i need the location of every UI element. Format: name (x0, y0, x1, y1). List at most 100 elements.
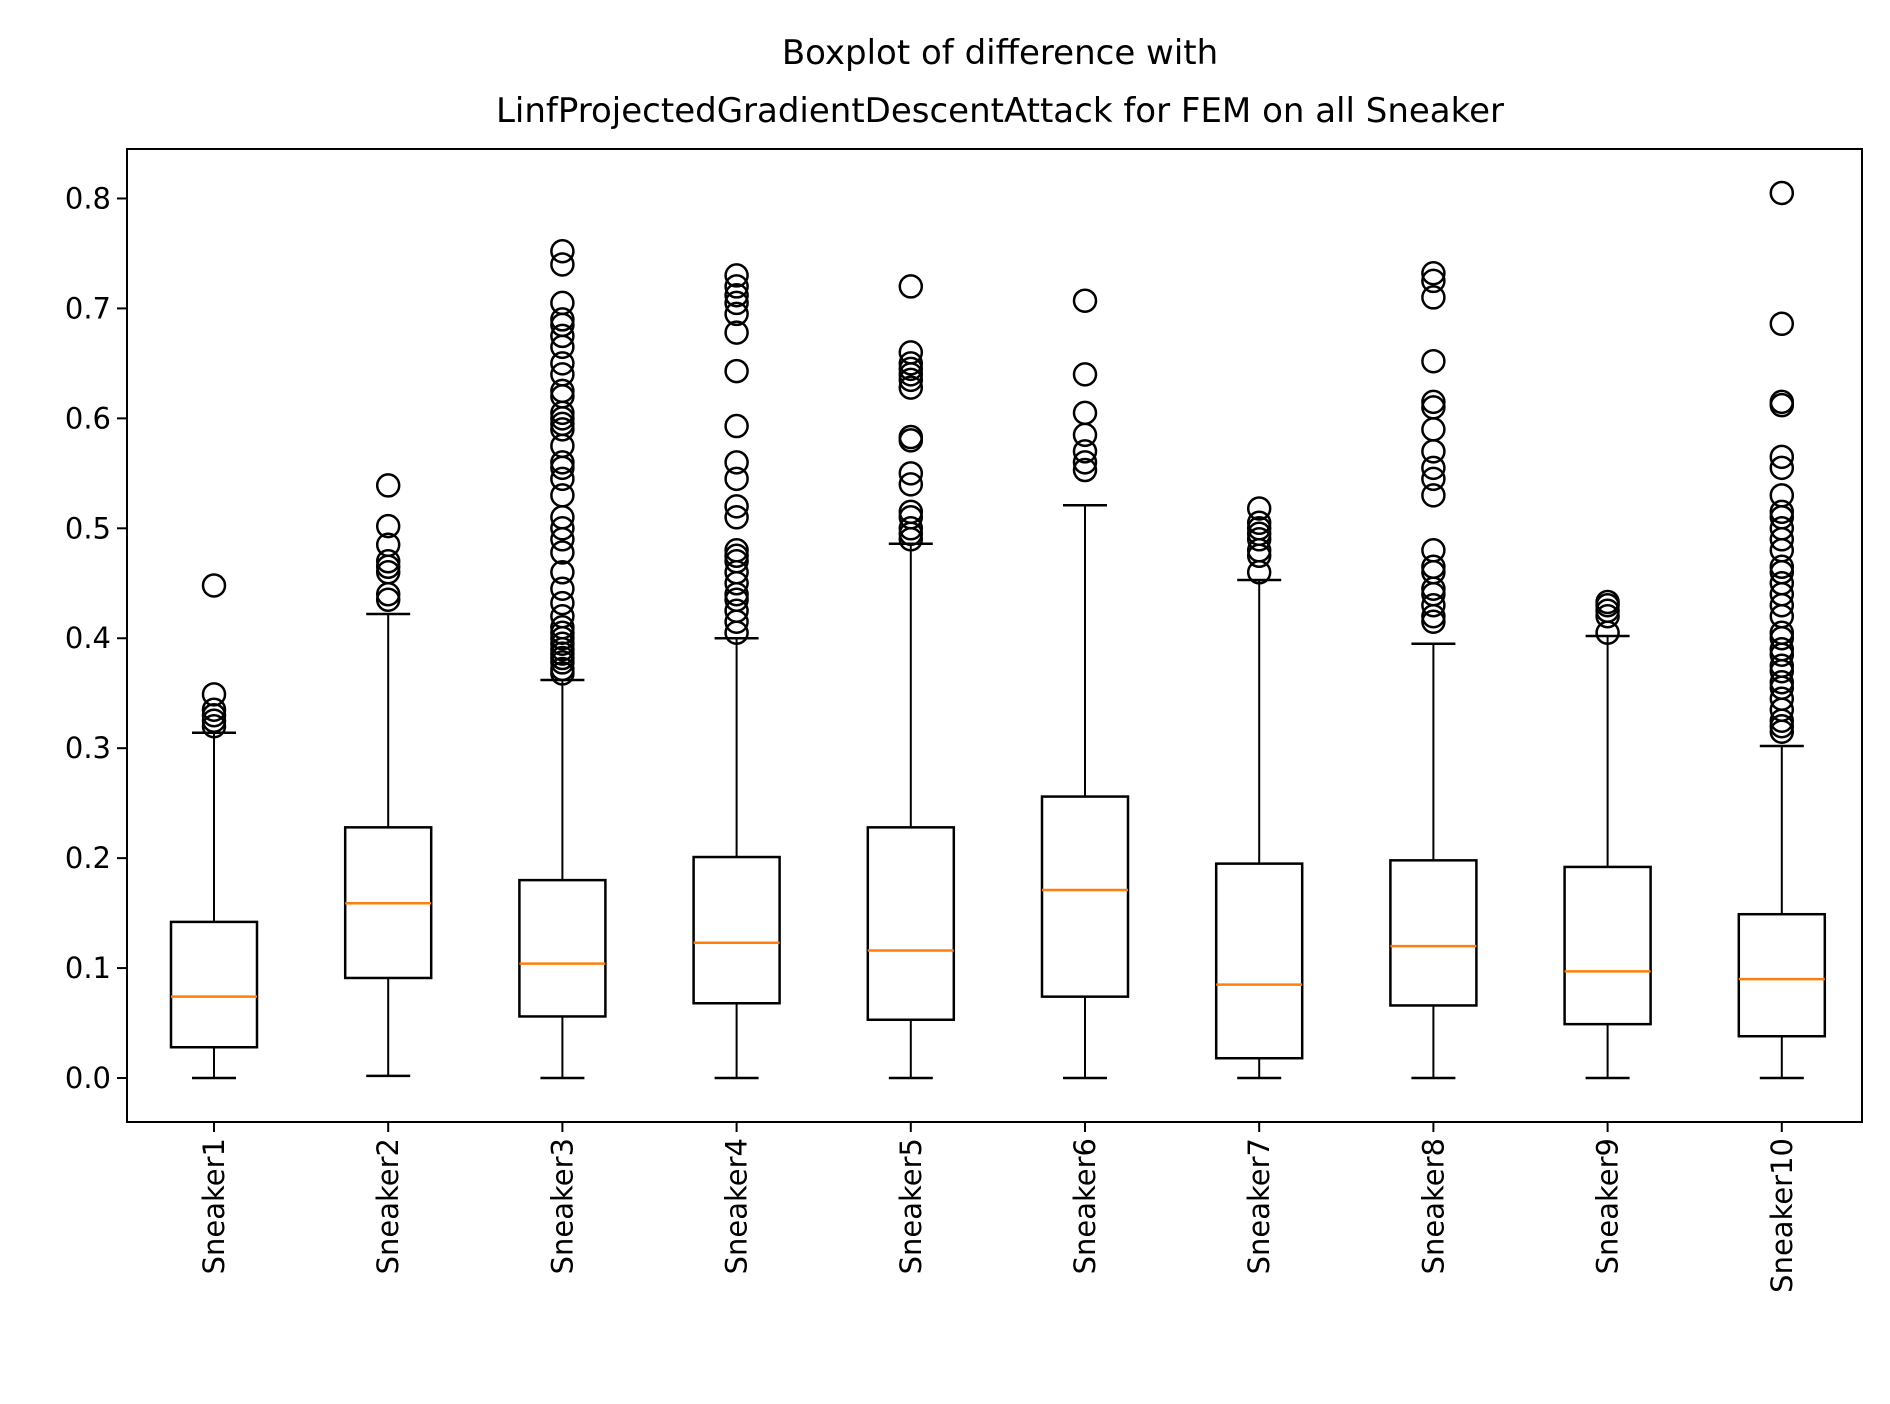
flier-point (375, 513, 401, 539)
flier-point (1769, 686, 1795, 711)
flier-point (550, 656, 575, 682)
flier-point (550, 590, 575, 616)
flier-point (1072, 450, 1098, 475)
flier-point (898, 375, 924, 400)
flier-point (550, 417, 575, 442)
flier-point (1769, 444, 1795, 470)
flier-point (1072, 288, 1098, 313)
flier-point (1421, 455, 1446, 481)
flier-point (1246, 516, 1272, 541)
flier-point (550, 560, 575, 585)
flier-point (724, 301, 749, 327)
x-tick-label: Sneaker8 (1416, 1138, 1450, 1274)
y-tick-label: 0.0 (65, 1061, 111, 1095)
flier-point (898, 351, 924, 376)
flier-point (724, 505, 749, 530)
flier-point (375, 560, 401, 585)
y-tick-label: 0.7 (65, 291, 111, 325)
flier-point (375, 587, 401, 613)
flier-point (724, 598, 749, 624)
flier-point (724, 543, 749, 569)
flier-point (550, 307, 575, 332)
flier-point (724, 358, 749, 384)
y-tick-label: 0.5 (65, 511, 111, 545)
flier-point (1421, 348, 1446, 374)
flier-point (201, 682, 227, 707)
flier-point (1246, 496, 1272, 521)
flier-point (201, 573, 227, 598)
flier-point (724, 282, 749, 308)
flier-point (724, 290, 749, 316)
flier-point (1421, 389, 1446, 415)
flier-point (201, 713, 227, 739)
flier-point (550, 631, 575, 656)
flier-point (1769, 713, 1795, 739)
x-tick-label: Sneaker1 (197, 1138, 231, 1274)
flier-point (898, 472, 924, 497)
flier-point (1769, 554, 1795, 580)
flier-point (1421, 593, 1446, 618)
x-tick-label: Sneaker3 (545, 1138, 579, 1274)
flier-point (1769, 636, 1795, 662)
flier-point (550, 620, 575, 646)
box (866, 826, 956, 1022)
flier-point (898, 505, 924, 530)
x-tick-label: Sneaker4 (720, 1138, 754, 1274)
flier-point (1769, 455, 1795, 481)
flier-point (1769, 389, 1795, 415)
flier-point (1421, 483, 1446, 508)
y-tick-label: 0.8 (65, 181, 111, 215)
x-tick-label: Sneaker6 (1068, 1138, 1102, 1274)
flier-point (550, 615, 575, 640)
y-tick-label: 0.6 (65, 401, 111, 435)
flier-point (1769, 653, 1795, 678)
flier-point (898, 340, 924, 365)
flier-point (1246, 521, 1272, 547)
flier-point (1072, 439, 1098, 464)
box (1737, 912, 1827, 1038)
flier-point (1769, 620, 1795, 646)
flier-point (1421, 609, 1446, 635)
box (1563, 865, 1652, 1026)
box (169, 920, 259, 1049)
flier-point (1421, 260, 1446, 286)
chart-title-line1: Boxplot of difference with (782, 33, 1218, 73)
flier-point (724, 263, 749, 288)
flier-point (550, 290, 575, 316)
flier-point (898, 424, 924, 450)
plot-area: 0.0 0.1 0.2 0.3 0.4 0.5 0.6 0.7 0.8 Sneaker1 Sneak… (65, 148, 1863, 1293)
flier-point (1595, 598, 1620, 624)
flier-point (1595, 589, 1620, 615)
flier-point (898, 461, 924, 486)
box (1040, 795, 1130, 998)
flier-point (1072, 400, 1098, 426)
flier-point (724, 549, 749, 574)
flier-point (724, 494, 749, 519)
flier-point (898, 499, 924, 525)
flier-point (1769, 571, 1795, 596)
flier-point (724, 587, 749, 613)
flier-point (550, 411, 575, 437)
flier-point (1072, 362, 1098, 387)
flier-point (1421, 554, 1446, 580)
flier-point (550, 576, 575, 602)
flier-point (898, 516, 924, 541)
flier-point (550, 378, 575, 404)
flier-point (1421, 268, 1446, 294)
flier-point (724, 538, 749, 563)
x-tick-label: Sneaker7 (1242, 1138, 1276, 1274)
flier-point (1595, 604, 1620, 629)
flier-point (1769, 516, 1795, 541)
y-tick-label: 0.1 (65, 951, 111, 985)
flier-point (1246, 510, 1272, 536)
x-tick-label: Sneaker2 (371, 1138, 405, 1274)
flier-point (1769, 669, 1795, 695)
flier-point (1421, 285, 1446, 310)
x-tick-label: Sneaker9 (1591, 1138, 1625, 1274)
flier-point (550, 351, 575, 376)
flier-point (201, 708, 227, 733)
flier-point (550, 466, 575, 492)
box (1214, 862, 1304, 1060)
flier-point (375, 549, 401, 574)
